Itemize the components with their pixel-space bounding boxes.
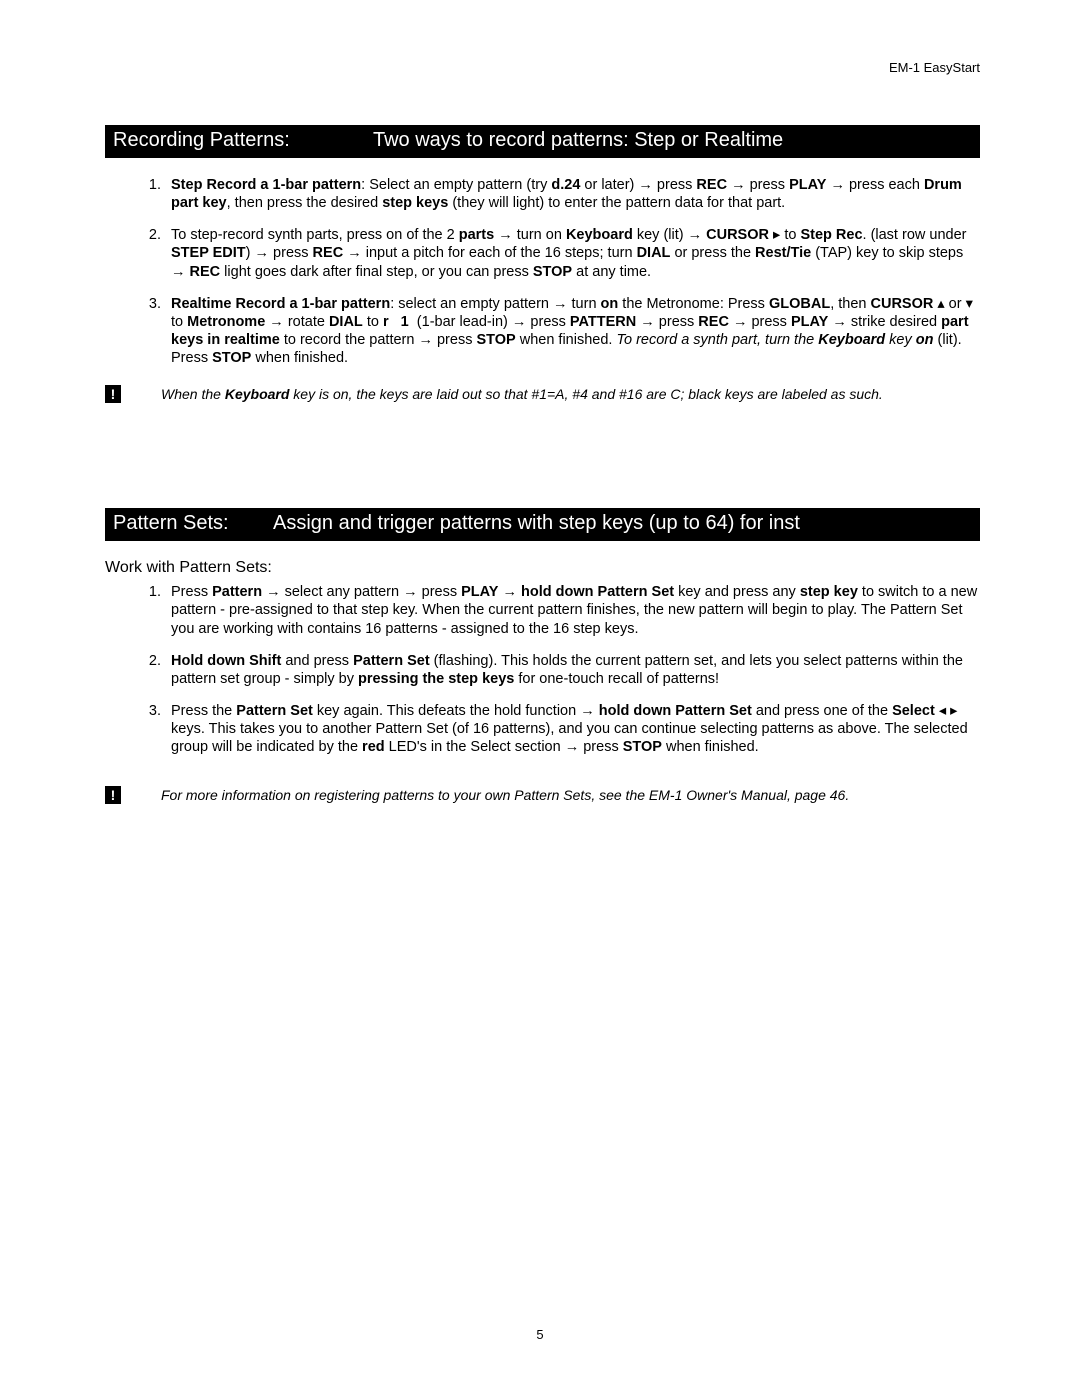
alert-icon: ! bbox=[105, 786, 121, 804]
list-item: Press Pattern → select any pattern → pre… bbox=[165, 583, 980, 637]
list-item: Step Record a 1-bar pattern: Select an e… bbox=[165, 176, 980, 212]
section-heading-recording: Recording Patterns:Two ways to record pa… bbox=[105, 125, 980, 158]
list-item: Realtime Record a 1-bar pattern: select … bbox=[165, 295, 980, 368]
note-block: ! For more information on registering pa… bbox=[105, 786, 980, 804]
section-lead: Pattern Sets: bbox=[113, 512, 273, 535]
pattern-sets-list: Press Pattern → select any pattern → pre… bbox=[105, 583, 980, 756]
note-text: When the Keyboard key is on, the keys ar… bbox=[161, 385, 980, 403]
section-heading-pattern-sets: Pattern Sets:Assign and trigger patterns… bbox=[105, 508, 980, 541]
recording-steps-list: Step Record a 1-bar pattern: Select an e… bbox=[105, 176, 980, 367]
list-item: Hold down Shift and press Pattern Set (f… bbox=[165, 652, 980, 688]
list-item: Press the Pattern Set key again. This de… bbox=[165, 702, 980, 756]
page-number: 5 bbox=[0, 1327, 1080, 1342]
section-lead: Recording Patterns: bbox=[113, 129, 373, 152]
document-page: EM-1 EasyStart Recording Patterns:Two wa… bbox=[0, 0, 1080, 1397]
sub-heading: Work with Pattern Sets: bbox=[105, 559, 980, 577]
document-header: EM-1 EasyStart bbox=[105, 60, 980, 75]
list-item: To step-record synth parts, press on of … bbox=[165, 226, 980, 280]
section-rest: Assign and trigger patterns with step ke… bbox=[273, 512, 800, 534]
note-block: ! When the Keyboard key is on, the keys … bbox=[105, 385, 980, 403]
alert-icon: ! bbox=[105, 385, 121, 403]
note-text: For more information on registering patt… bbox=[161, 786, 980, 804]
section-rest: Two ways to record patterns: Step or Rea… bbox=[373, 129, 783, 151]
